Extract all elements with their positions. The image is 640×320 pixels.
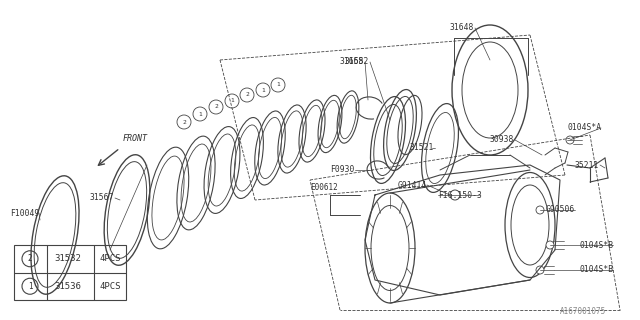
Text: 31552: 31552 xyxy=(345,58,369,67)
Text: FIG.150-3: FIG.150-3 xyxy=(438,190,482,199)
Text: 31567: 31567 xyxy=(90,194,115,203)
Text: 35211: 35211 xyxy=(575,161,600,170)
Circle shape xyxy=(256,83,270,97)
Circle shape xyxy=(177,115,191,129)
Circle shape xyxy=(546,241,554,249)
Text: 2: 2 xyxy=(245,92,249,98)
Text: 1: 1 xyxy=(230,99,234,103)
Text: 1: 1 xyxy=(261,87,265,92)
Text: 0104S*A: 0104S*A xyxy=(568,124,602,132)
Text: 31536: 31536 xyxy=(54,282,81,291)
Text: E00612: E00612 xyxy=(310,183,338,193)
Circle shape xyxy=(225,94,239,108)
Text: 31668: 31668 xyxy=(340,58,364,67)
Text: 2: 2 xyxy=(214,105,218,109)
Circle shape xyxy=(536,206,544,214)
Text: 0104S*B: 0104S*B xyxy=(580,241,614,250)
Text: 1: 1 xyxy=(28,282,32,291)
Bar xyxy=(14,245,126,300)
Text: 4PCS: 4PCS xyxy=(100,282,122,291)
Text: 1: 1 xyxy=(198,111,202,116)
Text: F10049: F10049 xyxy=(10,209,39,218)
Text: 31532: 31532 xyxy=(54,254,81,263)
Circle shape xyxy=(22,278,38,294)
Text: 2: 2 xyxy=(28,254,32,263)
Circle shape xyxy=(271,78,285,92)
Circle shape xyxy=(450,190,460,200)
Text: G90506: G90506 xyxy=(546,205,575,214)
Circle shape xyxy=(209,100,223,114)
Text: F0930: F0930 xyxy=(330,165,355,174)
Text: 30938: 30938 xyxy=(490,135,515,145)
Circle shape xyxy=(566,136,574,144)
Text: 1: 1 xyxy=(276,83,280,87)
Text: 31648: 31648 xyxy=(450,23,474,33)
Text: FRONT: FRONT xyxy=(123,134,148,143)
Circle shape xyxy=(193,107,207,121)
Circle shape xyxy=(22,251,38,267)
Text: 31521: 31521 xyxy=(410,143,435,153)
Text: A167001075: A167001075 xyxy=(560,308,606,316)
Circle shape xyxy=(536,266,544,274)
Text: 2: 2 xyxy=(182,119,186,124)
Text: G91414: G91414 xyxy=(398,180,428,189)
Circle shape xyxy=(240,88,254,102)
Text: 4PCS: 4PCS xyxy=(100,254,122,263)
Text: 0104S*B: 0104S*B xyxy=(580,266,614,275)
